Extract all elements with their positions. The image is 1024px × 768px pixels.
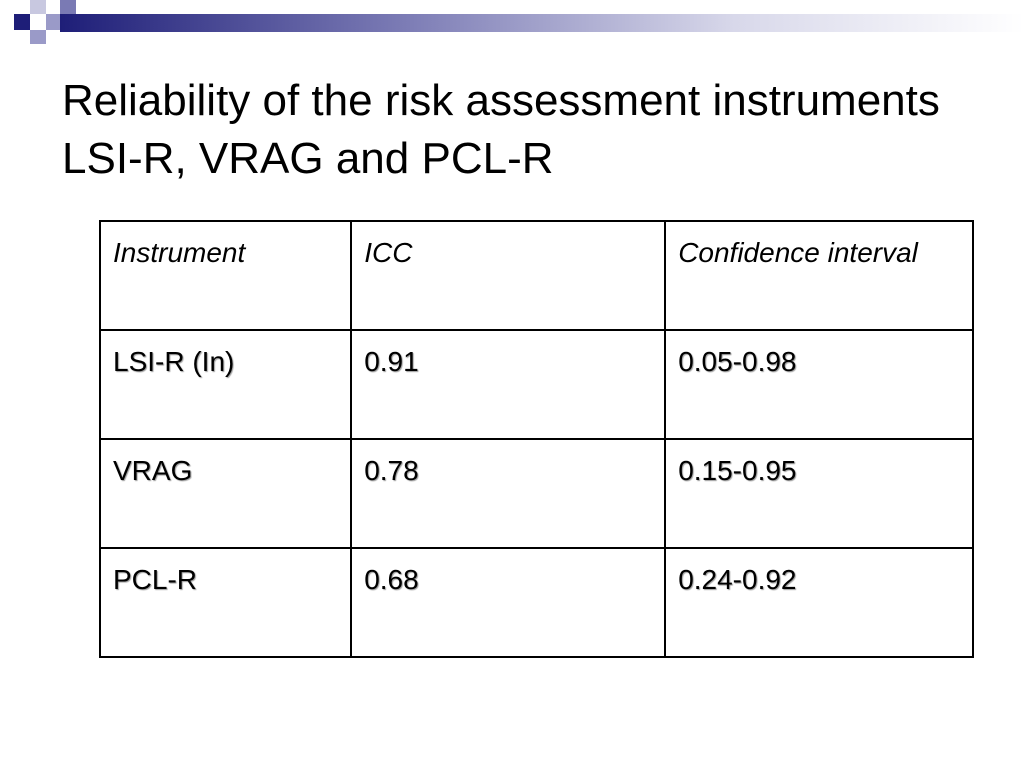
- header-icc: ICC: [350, 220, 667, 331]
- header-square: [14, 14, 30, 30]
- header-square: [30, 0, 46, 14]
- reliability-table: Instrument ICC Confidence interval LSI-R…: [98, 220, 974, 658]
- header-instrument: Instrument: [98, 220, 353, 331]
- slide-title: Reliability of the risk assessment instr…: [62, 76, 940, 183]
- cell-instrument: VRAG: [98, 438, 353, 549]
- header-decoration: [0, 0, 1024, 44]
- cell-instrument: PCL-R: [98, 547, 353, 658]
- table-row: VRAG 0.78 0.15-0.95: [98, 438, 974, 549]
- cell-confidence-interval: 0.24-0.92: [664, 547, 974, 658]
- header-square: [30, 30, 46, 44]
- header-square: [14, 30, 30, 44]
- cell-icc: 0.91: [350, 329, 667, 440]
- table-header-row: Instrument ICC Confidence interval: [98, 220, 974, 331]
- cell-confidence-interval: 0.05-0.98: [664, 329, 974, 440]
- header-square: [46, 14, 60, 30]
- cell-instrument: LSI-R (In): [98, 329, 353, 440]
- header-square: [60, 0, 76, 14]
- header-gradient-bar: [60, 14, 1024, 32]
- table-row: LSI-R (In) 0.91 0.05-0.98: [98, 329, 974, 440]
- cell-icc: 0.78: [350, 438, 667, 549]
- cell-icc: 0.68: [350, 547, 667, 658]
- table-row: PCL-R 0.68 0.24-0.92: [98, 547, 974, 658]
- header-square: [0, 0, 14, 14]
- header-confidence-interval: Confidence interval: [664, 220, 974, 331]
- cell-confidence-interval: 0.15-0.95: [664, 438, 974, 549]
